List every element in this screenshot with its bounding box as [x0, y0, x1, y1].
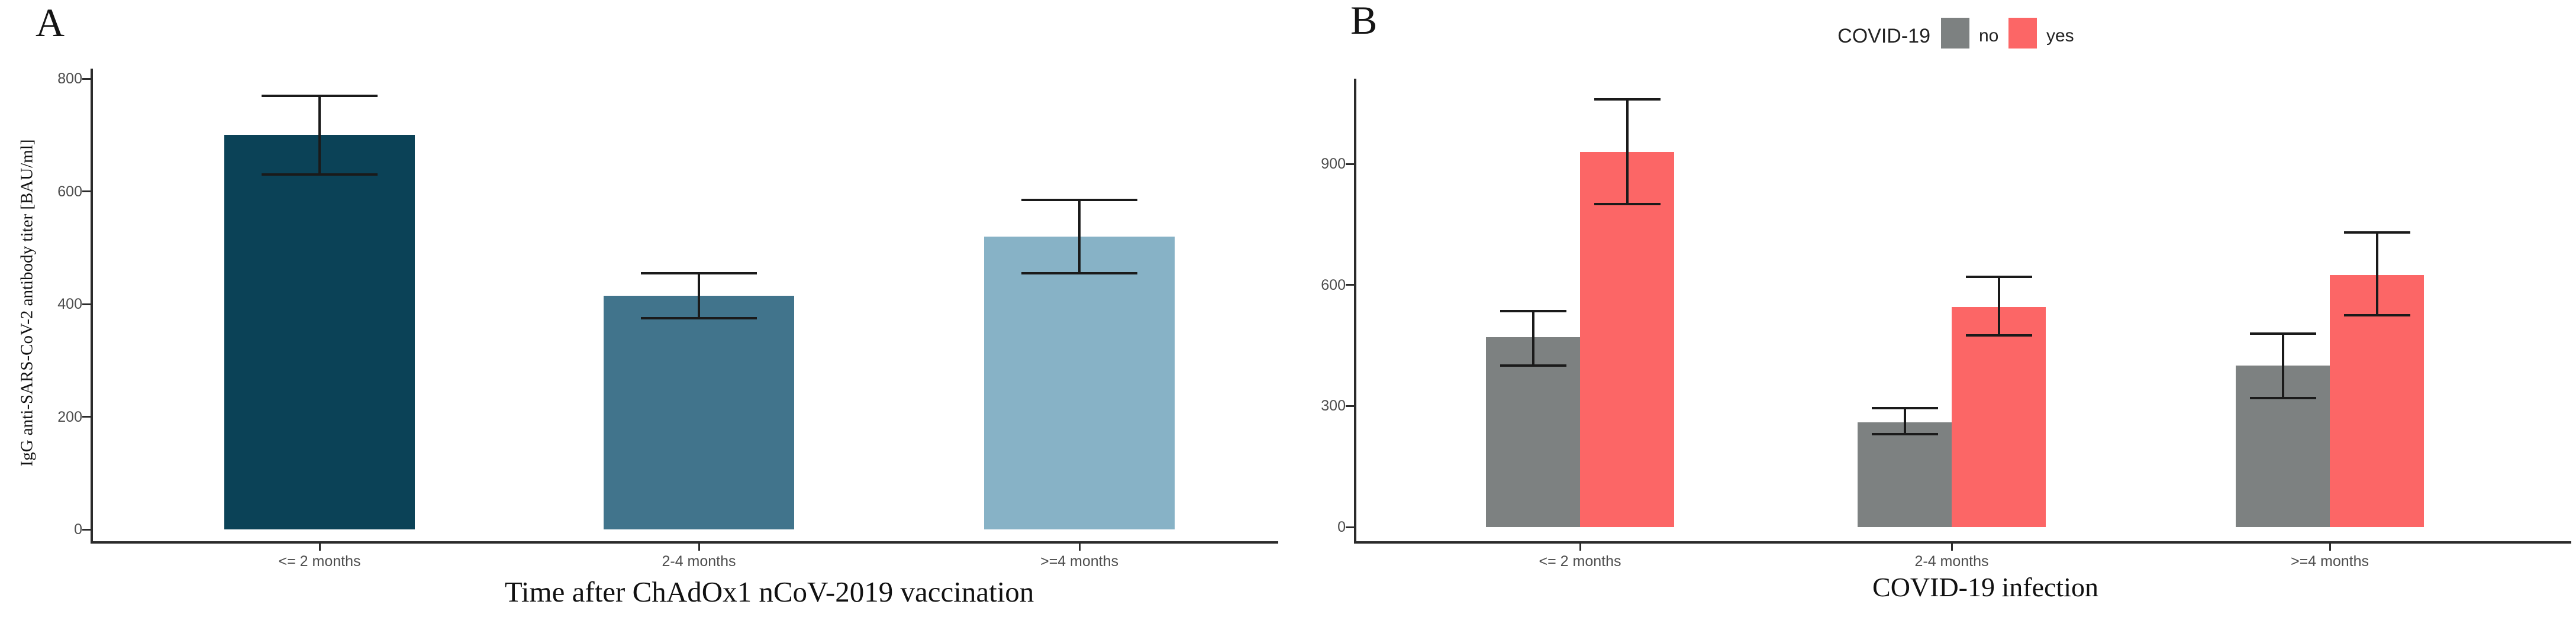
y-tick-mark: [82, 528, 91, 531]
bar-no-<= 2 months: [1486, 337, 1580, 527]
error-bar-cap: [1500, 364, 1566, 367]
error-bar-cap: [1871, 406, 1938, 409]
error-bar-cap: [1594, 203, 1661, 206]
y-tick-label: 400: [57, 296, 82, 312]
bar-yes-<= 2 months: [1580, 151, 1674, 527]
y-tick-label: 600: [57, 183, 82, 200]
error-bar-cap: [1021, 272, 1137, 274]
x-axis-line: [91, 541, 1278, 544]
y-tick-mark: [1346, 163, 1354, 165]
legend-swatch-yes: [2008, 18, 2037, 49]
error-bar-stem: [1903, 408, 1906, 435]
error-bar-stem: [2375, 232, 2378, 315]
error-bar-stem: [698, 273, 700, 318]
x-tick-mark: [1950, 544, 1953, 551]
error-bar-cap: [1965, 334, 2032, 337]
legend-swatch-no: [1941, 18, 1969, 49]
error-bar-cap: [1021, 198, 1137, 201]
error-bar-stem: [1078, 199, 1081, 273]
y-tick-mark: [82, 190, 91, 192]
bar-yes->=4 months: [2330, 274, 2424, 527]
legend-label-yes: yes: [2046, 26, 2074, 46]
legend-label-no: no: [1979, 26, 1999, 46]
error-bar-cap: [2249, 332, 2316, 335]
y-tick-label: 800: [57, 70, 82, 87]
bar->=4 months: [984, 236, 1175, 529]
error-bar-stem: [2281, 333, 2284, 398]
panel-a-letter: A: [36, 0, 65, 45]
error-bar-cap: [262, 94, 378, 97]
x-category-label: <= 2 months: [278, 553, 361, 570]
x-tick-mark: [318, 544, 321, 551]
x-category-label: >=4 months: [2290, 553, 2369, 570]
y-tick-mark: [1346, 526, 1354, 528]
panel-b-x-axis-title: COVID-19 infection: [1872, 572, 2098, 602]
x-category-label: <= 2 months: [1539, 553, 1621, 570]
bar-<= 2 months: [224, 135, 415, 529]
error-bar-cap: [1871, 433, 1938, 436]
y-tick-label: 0: [1337, 519, 1346, 535]
x-tick-mark: [1579, 544, 1581, 551]
x-tick-mark: [698, 544, 700, 551]
error-bar-cap: [2343, 231, 2410, 234]
y-axis-line: [1354, 79, 1356, 544]
error-bar-cap: [1594, 98, 1661, 101]
y-tick-label: 600: [1321, 276, 1346, 293]
y-tick-label: 900: [1321, 156, 1346, 173]
error-bar-cap: [641, 272, 757, 274]
x-category-label: 2-4 months: [1914, 553, 1989, 570]
y-tick-mark: [82, 77, 91, 80]
y-tick-label: 0: [74, 521, 82, 538]
error-bar-stem: [1532, 311, 1534, 366]
error-bar-stem: [318, 95, 321, 174]
x-category-label: >=4 months: [1040, 553, 1119, 570]
bar-yes-2-4 months: [1952, 307, 2046, 527]
panel-a-x-axis-title: Time after ChAdOx1 nCoV-2019 vaccination: [504, 576, 1034, 608]
error-bar-stem: [1626, 99, 1629, 205]
x-tick-mark: [1078, 544, 1081, 551]
y-tick-mark: [1346, 284, 1354, 286]
error-bar-stem: [1997, 277, 2000, 335]
panel-b-letter: B: [1350, 0, 1378, 43]
bar-no-2-4 months: [1858, 422, 1952, 527]
error-bar-cap: [262, 173, 378, 176]
error-bar-cap: [2249, 396, 2316, 399]
x-category-label: 2-4 months: [662, 553, 736, 570]
y-tick-label: 200: [57, 408, 82, 425]
y-axis-line: [91, 69, 93, 544]
bar-2-4 months: [604, 295, 794, 529]
error-bar-cap: [2343, 314, 2410, 316]
error-bar-cap: [1500, 310, 1566, 313]
y-tick-label: 300: [1321, 397, 1346, 415]
y-tick-mark: [82, 303, 91, 305]
x-tick-mark: [2329, 544, 2331, 551]
error-bar-cap: [1965, 276, 2032, 279]
x-axis-line: [1354, 541, 2571, 544]
y-tick-mark: [82, 416, 91, 418]
legend-title: COVID-19: [1837, 25, 1930, 47]
error-bar-cap: [641, 316, 757, 319]
y-tick-mark: [1346, 405, 1354, 407]
